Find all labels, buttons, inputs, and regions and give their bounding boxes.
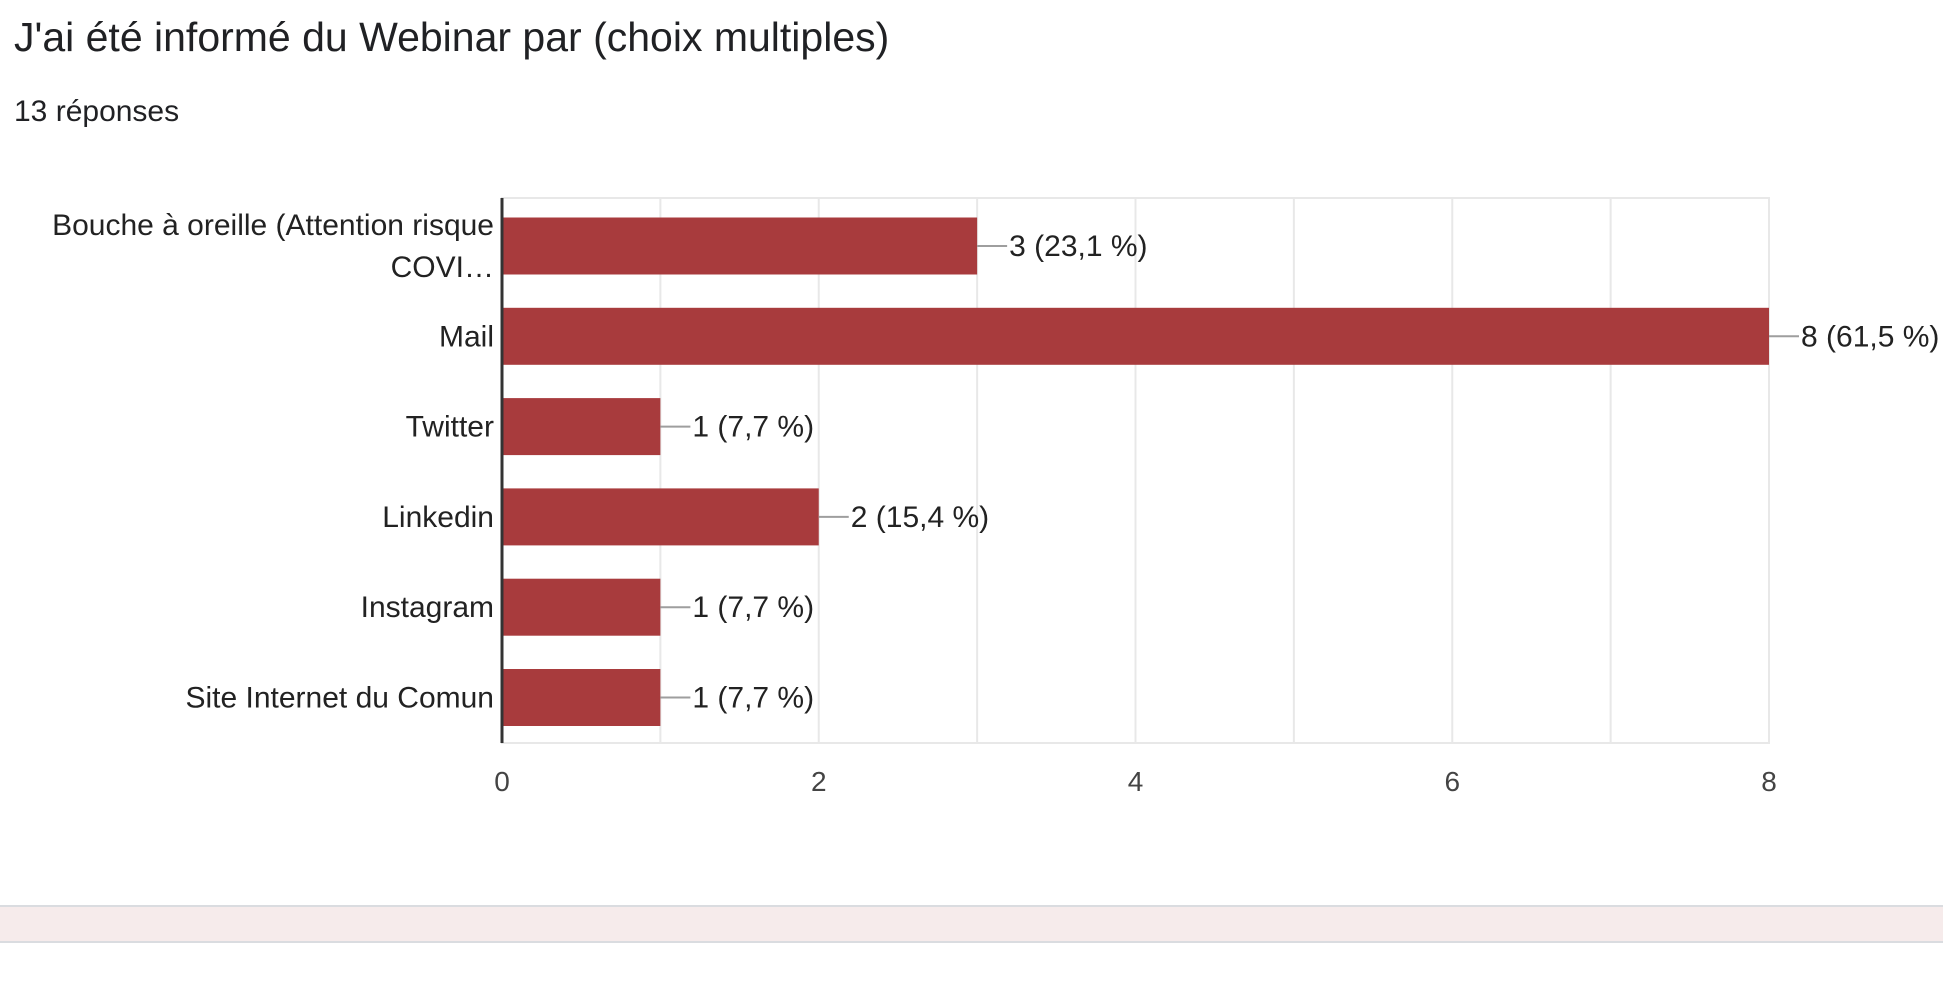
- x-tick-label: 4: [1128, 766, 1144, 797]
- question-title: J'ai été informé du Webinar par (choix m…: [14, 14, 890, 60]
- category-label: Bouche à oreille (Attention risque: [52, 209, 494, 242]
- value-label: 8 (61,5 %): [1801, 320, 1939, 353]
- category-label: Instagram: [361, 591, 494, 624]
- value-label: 1 (7,7 %): [692, 682, 814, 715]
- category-label: Mail: [439, 320, 494, 353]
- bar: [502, 307, 1769, 365]
- value-label: 1 (7,7 %): [692, 591, 814, 624]
- x-tick-label: 0: [494, 766, 510, 797]
- value-label: 1 (7,7 %): [692, 411, 814, 444]
- bar: [502, 488, 819, 546]
- x-tick-label: 6: [1444, 766, 1460, 797]
- category-label: COVI…: [391, 251, 494, 284]
- bar: [502, 669, 661, 726]
- response-count: 13 réponses: [14, 95, 180, 128]
- bar-chart: 0 2 4 6 8 3 (23,1 %) Bouche à oreille (Attenti…: [52, 197, 1939, 797]
- category-label: Site Internet du Comun: [185, 682, 494, 715]
- value-label: 2 (15,4 %): [851, 501, 989, 534]
- bar: [502, 217, 978, 275]
- bar: [502, 398, 661, 456]
- bar: [502, 578, 661, 636]
- category-label: Linkedin: [382, 501, 494, 534]
- category-label: Twitter: [406, 411, 494, 444]
- value-label: 3 (23,1 %): [1009, 230, 1147, 263]
- footer-band: [0, 905, 1943, 943]
- x-tick-label: 8: [1761, 766, 1777, 797]
- x-tick-label: 2: [811, 766, 827, 797]
